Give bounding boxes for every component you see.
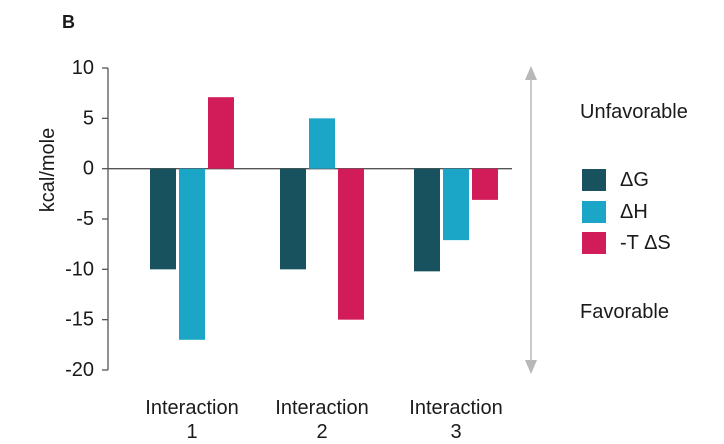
legend-swatch bbox=[582, 201, 606, 223]
legend-label: ΔG bbox=[620, 169, 649, 191]
bar bbox=[208, 97, 234, 169]
arrow-up-icon bbox=[525, 66, 537, 80]
bar bbox=[338, 168, 364, 320]
bars bbox=[150, 97, 498, 340]
legend-swatch bbox=[582, 169, 606, 191]
x-tick-label: 3 bbox=[450, 421, 461, 443]
y-tick-label: -10 bbox=[65, 258, 94, 280]
x-tick-label: 1 bbox=[186, 421, 197, 443]
unfavorable-label: Unfavorable bbox=[580, 101, 688, 123]
bar bbox=[150, 168, 176, 270]
x-tick-label: Interaction bbox=[409, 397, 502, 419]
bar bbox=[443, 168, 469, 241]
bar bbox=[179, 168, 205, 340]
y-tick-label: -15 bbox=[65, 309, 94, 331]
legend-label: ΔH bbox=[620, 201, 648, 223]
bar bbox=[414, 168, 440, 272]
y-tick-label: 10 bbox=[72, 57, 94, 79]
x-tick-label: Interaction bbox=[145, 397, 238, 419]
legend-swatch bbox=[582, 232, 606, 254]
arrow-down-icon bbox=[525, 360, 537, 374]
y-tick-label: -5 bbox=[76, 208, 94, 230]
bar bbox=[280, 168, 306, 270]
y-tick-label: -20 bbox=[65, 359, 94, 381]
favorable-label: Favorable bbox=[580, 301, 669, 323]
favorability-arrow bbox=[525, 66, 537, 374]
legend-label: -T ΔS bbox=[620, 232, 671, 254]
y-tick-label: 5 bbox=[83, 107, 94, 129]
bar bbox=[309, 118, 335, 169]
bar bbox=[472, 168, 498, 200]
y-axis-title: kcal/mole bbox=[37, 128, 59, 212]
x-tick-label: Interaction bbox=[275, 397, 368, 419]
x-tick-label: 2 bbox=[316, 421, 327, 443]
legend: ΔG ΔH -T ΔS bbox=[582, 169, 671, 254]
panel-label: B bbox=[62, 12, 75, 32]
y-tick-label: 0 bbox=[83, 158, 94, 180]
